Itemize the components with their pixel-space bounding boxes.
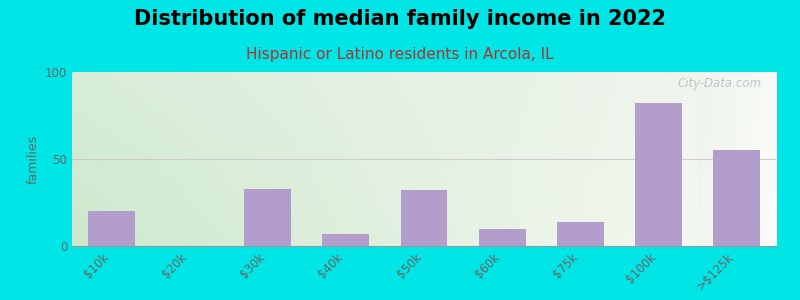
Text: Distribution of median family income in 2022: Distribution of median family income in … (134, 9, 666, 29)
Bar (478, 229, 526, 246)
Bar (88, 211, 134, 246)
Bar (322, 234, 370, 246)
Bar (401, 190, 447, 246)
Bar (635, 103, 682, 246)
Text: City-Data.com: City-Data.com (678, 77, 762, 90)
Bar (244, 189, 291, 246)
Bar (714, 150, 760, 246)
Y-axis label: families: families (26, 134, 39, 184)
Bar (557, 222, 604, 246)
Text: Hispanic or Latino residents in Arcola, IL: Hispanic or Latino residents in Arcola, … (246, 46, 554, 62)
